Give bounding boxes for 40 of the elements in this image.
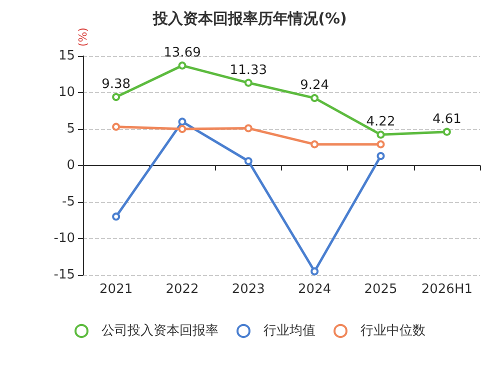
x-tick-label: 2026H1	[421, 282, 472, 297]
point	[178, 62, 186, 70]
point	[376, 130, 385, 139]
y-tick-label: 5	[66, 122, 75, 136]
data-label: 4.61	[432, 112, 462, 127]
point	[112, 122, 120, 131]
y-axis-title: (%)	[76, 28, 90, 47]
point	[244, 78, 252, 87]
data-label: 11.33	[230, 62, 268, 78]
data-label: 9.24	[300, 78, 330, 94]
x-tick-label: 2022	[166, 282, 199, 297]
legend-label: 公司投入资本回报率	[102, 322, 218, 338]
data-label: 13.69	[164, 46, 201, 61]
y-tick-label: -10	[54, 231, 75, 246]
point	[244, 124, 252, 132]
legend-label: 行业均值	[264, 324, 316, 338]
y-tick-label: -15	[54, 268, 75, 282]
data-label: 9.38	[102, 77, 131, 92]
point	[178, 118, 186, 126]
y-tick-label: 0	[66, 158, 75, 173]
data-label: 4.22	[366, 114, 396, 130]
point	[310, 94, 319, 102]
x-tick-label: 2021	[100, 282, 133, 297]
y-tick-label: 10	[58, 85, 75, 100]
point	[442, 128, 451, 136]
point	[310, 267, 319, 276]
x-tick-label: 2024	[298, 282, 332, 297]
point	[112, 212, 120, 221]
legend-label: 行业中位数	[360, 324, 426, 338]
y-tick-label: 15	[58, 48, 75, 64]
point	[376, 152, 385, 160]
x-tick-label: 2025	[364, 282, 398, 297]
x-tick-label: 2023	[232, 282, 265, 297]
y-tick-label: -5	[62, 194, 75, 210]
chart-title: 投入资本回报率历年情况(%)	[152, 10, 347, 28]
point	[244, 157, 252, 166]
point	[376, 140, 385, 148]
point	[310, 140, 319, 148]
point	[178, 125, 186, 133]
point	[112, 93, 120, 102]
